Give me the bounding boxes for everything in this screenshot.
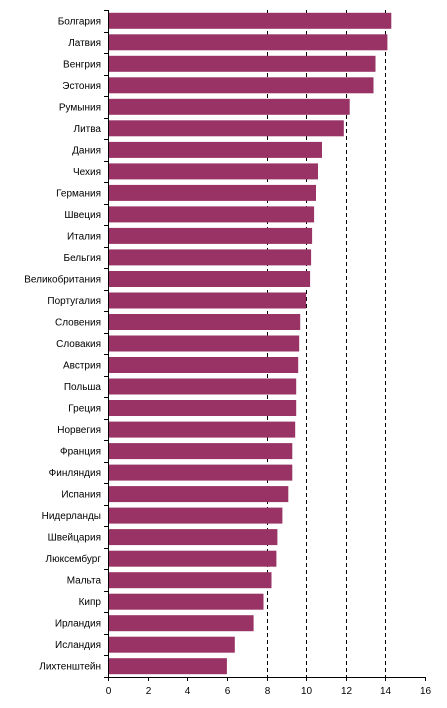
bar-0 — [108, 12, 392, 29]
x-tick-label: 16 — [420, 686, 432, 697]
bar-30 — [108, 658, 227, 675]
category-label: Исландия — [55, 640, 101, 651]
bar-11 — [108, 249, 312, 266]
category-label: Испания — [61, 490, 101, 501]
bar-27 — [108, 593, 264, 610]
category-label: Люксембург — [46, 553, 102, 565]
bar-29 — [108, 636, 235, 653]
bar-23 — [108, 507, 283, 524]
bar-10 — [108, 227, 313, 244]
category-label: Дания — [72, 145, 101, 156]
bar-14 — [108, 314, 301, 330]
bar-18 — [108, 400, 297, 416]
category-label: Греция — [68, 404, 101, 415]
category-label: Литва — [74, 124, 102, 135]
category-label: Польша — [64, 382, 102, 393]
bar-16 — [108, 357, 299, 373]
category-label: Болгария — [58, 16, 101, 27]
bar-15 — [108, 335, 300, 352]
category-label: Франция — [60, 447, 101, 458]
category-label: Венгрия — [63, 59, 101, 70]
bar-21 — [108, 464, 293, 481]
category-label: Великобритания — [24, 274, 101, 286]
bar-3 — [108, 77, 374, 94]
bar-20 — [108, 443, 293, 460]
bars — [108, 12, 392, 675]
bar-13 — [108, 292, 307, 309]
category-label: Австрия — [63, 361, 101, 372]
category-label: Кипр — [79, 597, 102, 608]
category-label: Норвегия — [57, 425, 101, 436]
bar-7 — [108, 163, 318, 180]
bar-26 — [108, 572, 272, 589]
category-label: Словакия — [56, 339, 101, 350]
category-label: Италия — [67, 231, 101, 242]
x-tick-label: 8 — [265, 686, 271, 697]
bar-8 — [108, 184, 316, 201]
x-tick-label: 10 — [301, 686, 313, 697]
x-tick-label: 6 — [225, 686, 231, 697]
category-label: Чехия — [73, 167, 101, 178]
category-label: Латвия — [68, 38, 101, 49]
category-label: Ирландия — [55, 619, 101, 630]
bar-4 — [108, 98, 350, 115]
bar-12 — [108, 271, 311, 287]
bar-1 — [108, 34, 388, 51]
x-tick-label: 12 — [341, 686, 353, 697]
category-labels: Болгария Латвия Венгрия Эстония Румыния Литва… — [24, 10, 108, 678]
bar-9 — [108, 206, 315, 223]
category-label: Румыния — [59, 102, 101, 113]
category-label: Финляндия — [49, 468, 101, 479]
bar-6 — [108, 141, 322, 158]
category-label: Мальта — [67, 576, 102, 587]
x-tick-label: 4 — [185, 686, 191, 697]
category-label: Бельгия — [64, 253, 102, 264]
bar-17 — [108, 378, 297, 395]
x-axis-ticks: 0 2 4 6 8 10 12 14 16 — [106, 677, 432, 697]
bar-5 — [108, 120, 344, 137]
x-tick-label: 0 — [106, 686, 112, 697]
bar-28 — [108, 615, 254, 632]
bar-24 — [108, 529, 278, 546]
category-label: Португалия — [47, 296, 101, 307]
category-label: Нидерланды — [42, 511, 101, 522]
bar-19 — [108, 421, 296, 438]
category-label: Германия — [56, 188, 101, 199]
bar-25 — [108, 550, 277, 567]
x-tick-label: 14 — [380, 686, 392, 697]
bar-22 — [108, 486, 289, 503]
category-label: Лихтенштейн — [39, 662, 101, 673]
category-label: Швейцария — [48, 533, 101, 544]
x-tick-label: 2 — [146, 686, 152, 697]
category-label: Эстония — [62, 81, 101, 92]
bar-2 — [108, 55, 376, 72]
category-label: Словения — [55, 318, 101, 329]
category-label: Швеция — [64, 210, 101, 221]
